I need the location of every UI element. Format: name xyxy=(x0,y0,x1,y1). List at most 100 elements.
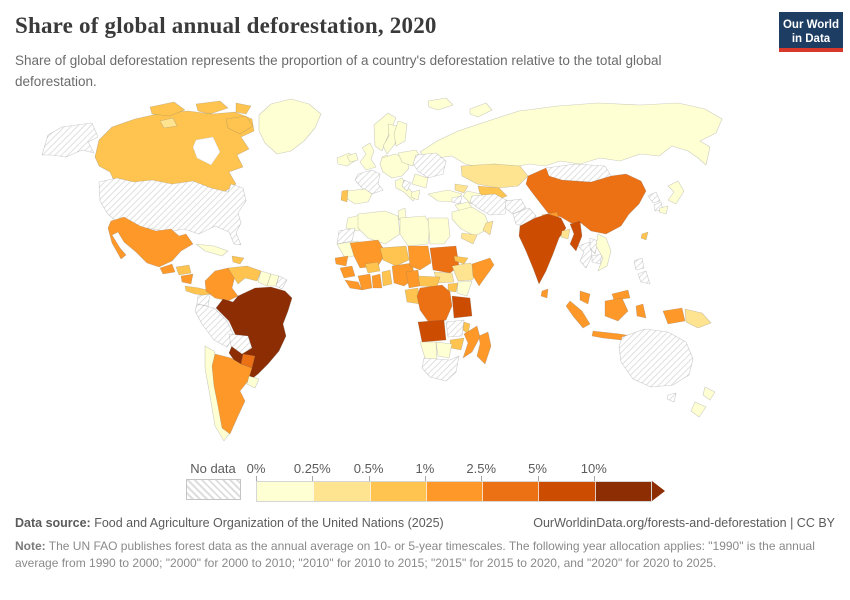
country-venezuela[interactable] xyxy=(227,265,262,285)
country-russia[interactable] xyxy=(419,102,723,169)
legend-segment[interactable] xyxy=(594,482,652,501)
country-namibia[interactable] xyxy=(419,341,438,361)
country-svalbard[interactable] xyxy=(427,97,454,111)
country-uruguay[interactable] xyxy=(246,375,260,389)
country-laos[interactable] xyxy=(589,237,599,255)
owid-logo-line1: Our World xyxy=(782,19,839,31)
country-western-sahara[interactable] xyxy=(336,227,356,245)
country-west-balkans[interactable] xyxy=(401,179,412,192)
country-guatemala[interactable] xyxy=(159,263,176,275)
country-nicaragua[interactable] xyxy=(180,273,194,285)
country-botswana[interactable] xyxy=(435,341,453,359)
country-cameroon[interactable] xyxy=(405,269,421,289)
country-myanmar[interactable] xyxy=(569,220,583,252)
country-ghana[interactable] xyxy=(371,273,383,289)
country-malaysia[interactable] xyxy=(579,289,631,305)
country-france[interactable] xyxy=(354,169,384,195)
country-vietnam[interactable] xyxy=(595,233,612,272)
country-afghanistan[interactable] xyxy=(504,198,527,215)
country-mongolia[interactable] xyxy=(545,163,612,183)
country-south-africa[interactable] xyxy=(421,355,460,382)
country-australia[interactable] xyxy=(618,328,694,403)
country-china[interactable] xyxy=(525,167,647,235)
country-alaska[interactable] xyxy=(41,122,99,158)
country-colombia[interactable] xyxy=(204,267,239,302)
country-oman[interactable] xyxy=(482,220,494,236)
country-novaya-zemlya[interactable] xyxy=(469,102,493,118)
country-japan[interactable] xyxy=(658,180,685,215)
country-algeria[interactable] xyxy=(357,210,401,245)
country-zambia[interactable] xyxy=(445,319,465,338)
country-burkina-faso[interactable] xyxy=(364,261,381,274)
country-sri-lanka[interactable] xyxy=(540,288,549,299)
legend-segment[interactable] xyxy=(313,482,370,501)
legend-no-data-swatch[interactable] xyxy=(186,479,241,500)
country-chad[interactable] xyxy=(407,245,432,271)
country-hispaniola[interactable] xyxy=(231,255,245,265)
country-spain[interactable] xyxy=(345,188,373,205)
country-madagascar[interactable] xyxy=(476,331,492,365)
country-norway[interactable] xyxy=(373,112,397,152)
legend-segment[interactable] xyxy=(482,482,539,501)
country-guinea[interactable] xyxy=(339,265,356,279)
country-central-african-republic[interactable] xyxy=(417,275,441,288)
country-canadian-arctic[interactable] xyxy=(149,100,254,135)
country-philippines[interactable] xyxy=(633,257,651,285)
country-senegal[interactable] xyxy=(334,255,349,267)
country-mexico[interactable] xyxy=(107,216,194,268)
country-arctic-island-pale[interactable] xyxy=(159,117,178,129)
country-romania-bulgaria[interactable] xyxy=(411,173,429,189)
country-taiwan[interactable] xyxy=(640,231,649,241)
legend-tick-line xyxy=(481,476,483,481)
country-mozambique[interactable] xyxy=(462,325,481,359)
country-libya[interactable] xyxy=(399,215,431,247)
country-angola[interactable] xyxy=(417,319,447,343)
country-uganda[interactable] xyxy=(447,282,459,293)
country-ivory-coast[interactable] xyxy=(357,273,373,291)
country-egypt[interactable] xyxy=(427,217,451,245)
country-ireland[interactable] xyxy=(346,152,359,163)
country-portugal[interactable] xyxy=(340,189,349,203)
owid-logo[interactable]: Our World in Data xyxy=(779,12,843,52)
country-saudi-arabia[interactable] xyxy=(451,206,491,237)
legend-tick-line xyxy=(368,476,370,481)
chart-subtitle: Share of global deforestation represents… xyxy=(15,53,662,89)
country-ukraine-belarus[interactable] xyxy=(412,152,447,179)
country-tanzania[interactable] xyxy=(451,295,473,319)
country-north-korea[interactable] xyxy=(647,191,661,204)
country-finland[interactable] xyxy=(393,120,408,147)
country-somalia[interactable] xyxy=(471,257,495,287)
data-source-text: Data source: Food and Agriculture Organi… xyxy=(15,516,444,530)
country-kenya[interactable] xyxy=(456,280,473,297)
country-india[interactable] xyxy=(518,213,567,285)
legend-segment[interactable] xyxy=(538,482,595,501)
country-new-zealand[interactable] xyxy=(690,386,716,418)
country-bolivia[interactable] xyxy=(228,333,253,355)
country-kazakhstan[interactable] xyxy=(460,163,529,189)
country-bangladesh[interactable] xyxy=(560,228,571,240)
country-greenland[interactable] xyxy=(258,98,322,155)
country-uk[interactable] xyxy=(359,142,377,171)
owid-link[interactable]: OurWorldinData.org/forests-and-deforesta… xyxy=(533,516,835,530)
country-iran[interactable] xyxy=(469,193,509,216)
legend-segment[interactable] xyxy=(257,482,314,501)
country-dr-congo[interactable] xyxy=(416,284,453,325)
country-argentina[interactable] xyxy=(211,353,253,435)
legend-segment[interactable] xyxy=(425,482,483,501)
country-ecuador[interactable] xyxy=(196,293,211,307)
country-greece[interactable] xyxy=(410,189,421,201)
legend-tick-label: 10% xyxy=(580,461,607,476)
country-cuba[interactable] xyxy=(195,243,229,257)
country-honduras[interactable] xyxy=(175,264,192,276)
legend-segment[interactable] xyxy=(369,482,426,501)
country-togo-benin[interactable] xyxy=(381,269,393,287)
legend-no-data-label: No data xyxy=(190,461,236,476)
country-yemen[interactable] xyxy=(460,232,478,245)
country-papua-new-guinea[interactable] xyxy=(684,308,712,329)
country-cambodia[interactable] xyxy=(591,253,603,265)
country-caucasus[interactable] xyxy=(454,183,469,194)
country-peru[interactable] xyxy=(194,303,235,348)
country-indonesia[interactable] xyxy=(565,297,686,342)
country-french-guiana[interactable] xyxy=(275,275,288,290)
country-niger[interactable] xyxy=(379,245,410,267)
